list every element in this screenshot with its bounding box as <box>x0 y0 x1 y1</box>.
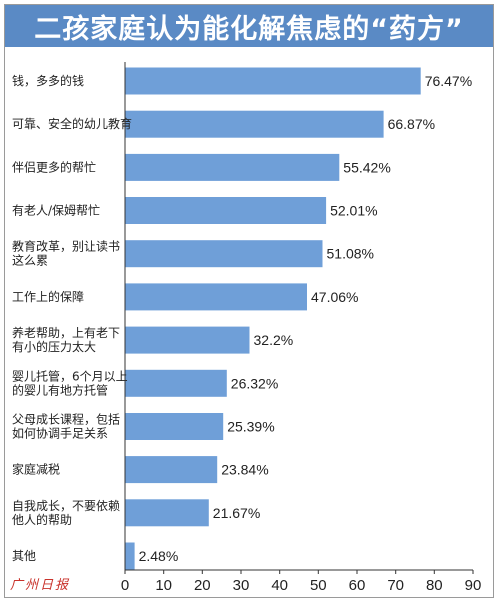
bar-value-label: 21.67% <box>213 505 260 521</box>
bar <box>125 197 327 224</box>
category-label: 家庭减税 <box>12 462 60 477</box>
category-label: 其他 <box>12 549 36 563</box>
category-label: 工作上的保障 <box>12 289 84 304</box>
x-tick-label: 30 <box>233 577 250 594</box>
x-tick-label: 50 <box>310 577 327 594</box>
title-banner: 二孩家庭认为能化解焦虑的“药方” <box>5 5 493 47</box>
bar <box>125 110 384 138</box>
bar <box>125 499 209 527</box>
bar-value-label: 51.08% <box>327 246 374 262</box>
bar-value-label: 55.42% <box>343 159 390 175</box>
category-label: 伴侣更多的帮忙 <box>12 159 96 174</box>
x-axis-group: 0 10 20 30 40 50 60 70 80 90 <box>121 62 482 594</box>
category-label: 婴儿托管，6个月以上 <box>12 368 128 383</box>
x-tick-label: 10 <box>155 577 172 594</box>
category-label: 如何协调手足关系 <box>12 426 108 441</box>
bars-group: 76.47% 钱，多多的钱 66.87% 可靠、安全的幼儿教育 55.42% 伴侣更多的帮… <box>12 67 472 570</box>
bar-value-label: 32.2% <box>254 332 294 348</box>
category-label: 自我成长，不要依赖 <box>12 498 120 513</box>
bar <box>125 369 227 397</box>
category-label: 有小的压力太大 <box>12 339 96 354</box>
bar-value-label: 52.01% <box>330 203 377 219</box>
bar-value-label: 25.39% <box>227 419 274 435</box>
x-tick-label: 70 <box>387 577 404 594</box>
bar-value-label: 2.48% <box>139 548 179 564</box>
bar <box>125 326 250 354</box>
bar-value-label: 26.32% <box>231 375 278 391</box>
bar <box>125 456 218 484</box>
x-tick-label: 90 <box>465 577 482 594</box>
bar-value-label: 47.06% <box>311 289 358 305</box>
bar <box>125 240 323 268</box>
bar <box>125 283 307 311</box>
bar-value-label: 76.47% <box>425 73 472 89</box>
category-label: 教育改革，别让读书 <box>12 239 120 254</box>
category-label: 有老人/保姆帮忙 <box>12 204 100 218</box>
x-tick-label: 80 <box>426 577 443 594</box>
category-label: 他人的帮助 <box>12 512 72 527</box>
bar <box>125 153 340 181</box>
x-tick-label: 20 <box>194 577 211 594</box>
bar <box>125 413 224 440</box>
category-label: 可靠、安全的幼儿教育 <box>12 116 132 131</box>
chart-title: 二孩家庭认为能化解焦虑的“药方” <box>34 13 464 45</box>
x-tick-label: 0 <box>121 577 129 594</box>
category-label: 这么累 <box>12 253 48 268</box>
category-label: 父母成长课程，包括 <box>12 412 120 427</box>
category-label: 养老帮助，上有老下 <box>12 325 120 340</box>
bar-value-label: 23.84% <box>221 462 268 478</box>
bar <box>125 542 135 570</box>
category-label: 的婴儿有地方托管 <box>12 382 108 397</box>
bar-value-label: 66.87% <box>388 116 435 132</box>
bar <box>125 67 421 95</box>
category-label: 钱，多多的钱 <box>12 73 84 88</box>
x-tick-label: 60 <box>349 577 366 594</box>
newspaper-watermark: 广州日报 <box>10 578 71 593</box>
x-tick-label: 40 <box>271 577 288 594</box>
